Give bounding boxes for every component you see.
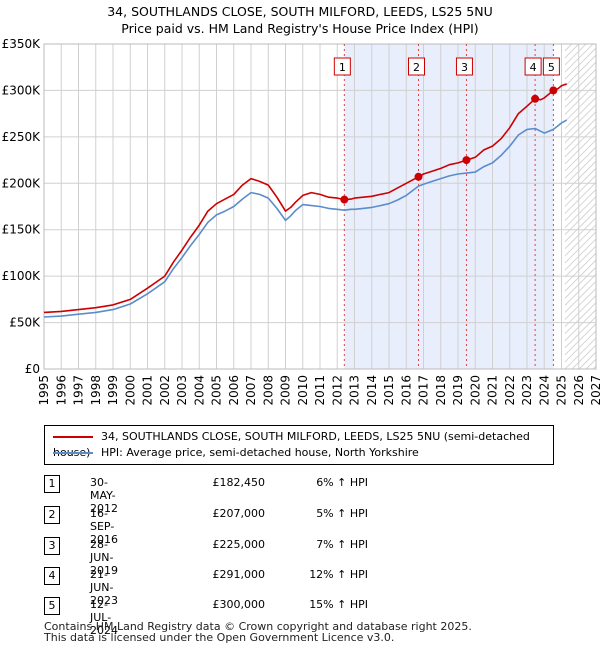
sale-number-box [407,57,425,76]
transaction-price: £300,000 [212,598,266,611]
x-tick-label: 2019 [451,375,465,406]
legend-item-property: 34, SOUTHLANDS CLOSE, SOUTH MILFORD, LEE… [53,429,553,459]
y-tick-label: £350K [2,37,42,51]
y-tick-label: £0 [25,362,40,376]
transaction-hpi: 15% ↑ HPI [309,598,368,611]
x-tick-label: 2001 [141,375,155,406]
x-tick-label: 2010 [296,375,310,406]
transaction-hpi: 6% ↑ HPI [316,476,368,489]
sale-point [462,156,471,165]
x-tick-label: 2003 [175,375,189,406]
y-tick-label: £150K [2,223,42,237]
transaction-date: 30-MAY-2012 [90,476,118,515]
chart-subtitle: Price paid vs. HM Land Registry's House … [121,21,479,36]
sale-number-box [542,57,560,76]
chart-title: 34, SOUTHLANDS CLOSE, SOUTH MILFORD, LEE… [107,4,493,19]
sale-number-label: 4 [530,61,537,74]
transaction-number: 3 [44,537,60,555]
x-tick-label: 1997 [72,375,86,406]
x-tick-label: 2005 [210,375,224,406]
y-tick-label: £250K [2,130,42,144]
transaction-price: £182,450 [212,476,266,489]
x-tick-label: 2022 [503,375,517,406]
y-tick-label: £200K [2,176,42,190]
transaction-price: £207,000 [212,507,266,520]
sale-number-label: 5 [548,61,555,74]
transaction-price: £291,000 [212,568,266,581]
sale-point [340,195,349,204]
forecast-hatch [564,44,596,369]
sale-number-label: 3 [461,61,468,74]
x-tick-label: 2021 [486,375,500,406]
legend-item-hpi: HPI: Average price, semi-detached house,… [53,445,419,461]
legend-swatch-property [53,436,93,438]
transaction-hpi: 12% ↑ HPI [309,568,368,581]
transaction-date: 28-JUN-2019 [90,538,118,577]
transaction-number: 4 [44,567,60,585]
x-tick-label: 2027 [589,375,600,406]
sale-point [531,94,540,103]
price-chart: £0 £50K £100K £150K £200K £250K £300K £350K 1995… [2,37,600,406]
hpi-line [43,119,568,318]
x-tick-label: 2017 [417,375,431,406]
x-tick-label: 2016 [399,375,413,406]
transaction-hpi: 7% ↑ HPI [316,538,368,551]
transaction-date: 16-SEP-2016 [90,507,118,546]
x-tick-label: 2006 [227,375,241,406]
transaction-number: 1 [44,475,60,493]
x-tick-label: 2011 [313,375,327,406]
x-tick-label: 2013 [348,375,362,406]
transaction-price: £225,000 [212,538,266,551]
transaction-number: 2 [44,506,60,524]
x-tick-label: 1995 [37,375,51,406]
plot-border [43,43,597,370]
footer-licence: This data is licensed under the Open Gov… [44,631,395,644]
x-tick-label: 2009 [279,375,293,406]
transaction-date: 21-JUN-2023 [90,568,118,607]
x-tick-label: 2002 [158,375,172,406]
x-tick-label: 2026 [572,375,586,406]
y-tick-label: £50K [9,316,41,330]
sale-number-box [524,57,542,76]
y-tick-label: £300K [2,83,42,97]
transaction-number: 5 [44,597,60,615]
x-tick-label: 1996 [54,375,68,406]
x-tick-label: 2008 [261,375,275,406]
x-tick-label: 2025 [555,375,569,406]
x-tick-label: 2004 [192,375,206,406]
x-tick-label: 2014 [365,375,379,406]
sale-number-label: 2 [413,61,420,74]
sale-point [549,86,558,95]
footer-copyright: Contains HM Land Registry data © Crown c… [44,620,472,633]
sale-number-label: 1 [339,61,346,74]
x-tick-label: 2007 [244,375,258,406]
legend-swatch-hpi [53,452,93,454]
sale-point [414,172,423,181]
sale-number-box [333,57,351,76]
x-tick-label: 2023 [520,375,534,406]
transaction-hpi: 5% ↑ HPI [316,507,368,520]
sale-number-box [455,57,473,76]
x-tick-label: 2024 [537,375,551,406]
x-tick-label: 2018 [434,375,448,406]
chart-legend: 34, SOUTHLANDS CLOSE, SOUTH MILFORD, LEE… [44,425,554,465]
transaction-date: 12-JUL-2024 [90,598,118,637]
x-tick-label: 2020 [468,375,482,406]
x-tick-label: 1999 [106,375,120,406]
x-tick-label: 2015 [382,375,396,406]
x-tick-label: 2012 [330,375,344,406]
x-tick-label: 2000 [123,375,137,406]
legend-label-hpi: HPI: Average price, semi-detached house,… [101,446,419,459]
y-tick-label: £100K [2,269,42,283]
x-tick-label: 1998 [89,375,103,406]
